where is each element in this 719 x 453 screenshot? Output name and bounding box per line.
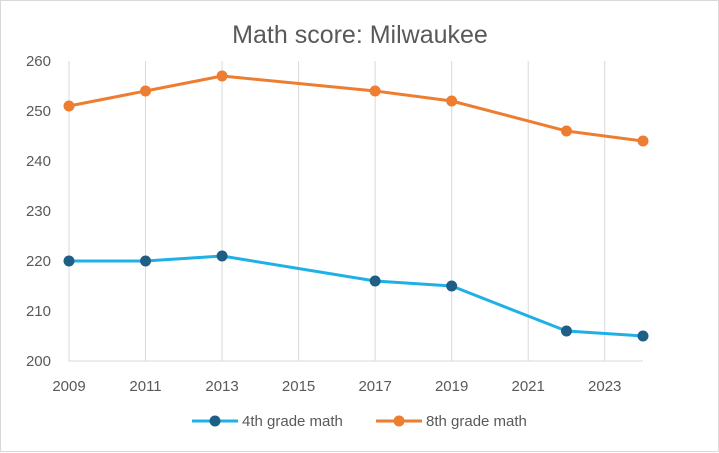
series-line-0 [67, 254, 645, 338]
legend-marker-0 [209, 415, 221, 427]
data-point-s1-0 [63, 100, 75, 112]
y-tick-label: 200 [26, 353, 51, 370]
y-tick-label: 260 [26, 53, 51, 70]
data-point-s0-1 [140, 255, 152, 267]
x-tick-label: 2023 [588, 378, 621, 395]
chart-title: Math score: Milwaukee [232, 21, 488, 49]
data-point-s1-3 [369, 85, 381, 97]
x-tick-label: 2011 [129, 378, 161, 395]
gridlines [68, 61, 606, 361]
data-point-s1-1 [140, 85, 152, 97]
legend: 4th grade math 8th grade math [192, 413, 527, 430]
data-point-s0-4 [446, 280, 458, 292]
data-point-s1-2 [216, 70, 228, 82]
data-point-s0-3 [369, 275, 381, 287]
series-layer [63, 70, 649, 342]
y-tick-label: 230 [26, 203, 51, 220]
data-point-s1-6 [637, 135, 649, 147]
x-tick-label: 2021 [512, 378, 545, 395]
x-tick-label: 2013 [205, 378, 238, 395]
x-tick-label: 2017 [358, 378, 391, 395]
data-point-s1-5 [560, 125, 572, 137]
legend-marker-1 [393, 415, 405, 427]
data-point-s1-4 [446, 95, 458, 107]
data-point-s0-2 [216, 250, 228, 262]
series-line-1 [67, 74, 645, 143]
x-tick-label: 2009 [52, 378, 85, 395]
legend-label-0: 4th grade math [242, 413, 343, 430]
y-tick-label: 240 [26, 153, 51, 170]
x-tick-label: 2019 [435, 378, 468, 395]
data-point-s0-5 [560, 325, 572, 337]
y-tick-label: 220 [26, 253, 51, 270]
data-point-s0-0 [63, 255, 75, 267]
data-point-s0-6 [637, 330, 649, 342]
y-tick-label: 250 [26, 103, 51, 120]
legend-label-1: 8th grade math [426, 413, 527, 430]
y-tick-label: 210 [26, 303, 51, 320]
axes: 2009 2011 2013 2015 2017 2019 2021 2023 200 210 22… [26, 53, 643, 395]
x-tick-label: 2015 [282, 378, 315, 395]
